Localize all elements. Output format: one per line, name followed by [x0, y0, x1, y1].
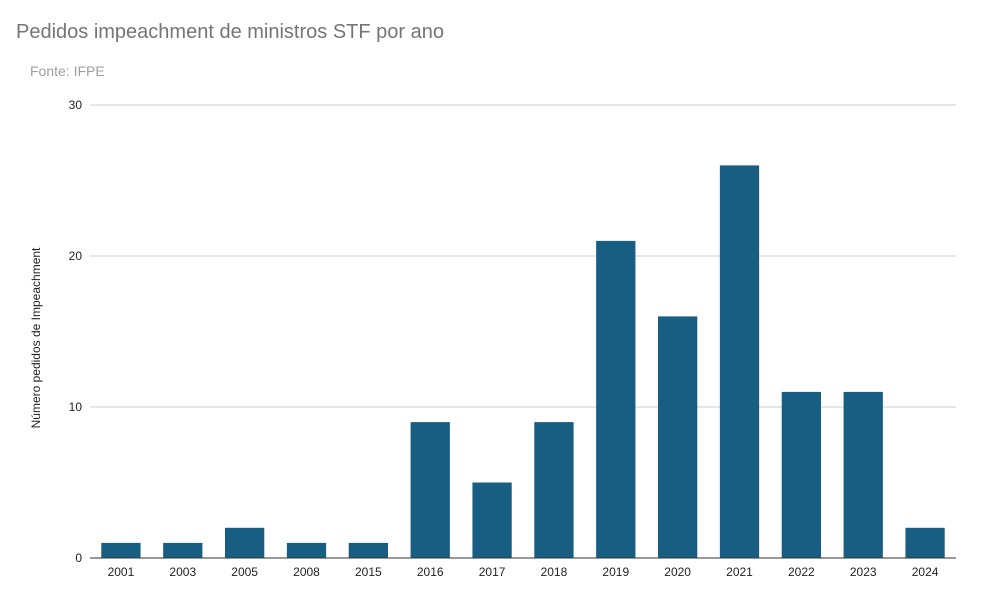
x-tick-label: 2021	[726, 565, 753, 579]
x-tick-label: 2001	[108, 565, 135, 579]
bar-2016	[410, 422, 450, 558]
bar-2022	[781, 391, 821, 558]
x-tick-label: 2005	[231, 565, 258, 579]
gridlines	[90, 104, 956, 408]
bar-2001	[101, 542, 141, 558]
y-tick-label: 10	[69, 400, 83, 414]
bar-2005	[225, 527, 265, 558]
y-tick-label: 0	[75, 551, 82, 565]
bars	[101, 165, 945, 558]
x-tick-label: 2018	[541, 565, 568, 579]
bar-2020	[658, 316, 698, 558]
x-tick-label: 2020	[664, 565, 691, 579]
bar-2018	[534, 422, 574, 558]
bar-2003	[163, 542, 203, 558]
x-tick-label: 2017	[479, 565, 506, 579]
x-tick-labels: 2001 2003 2005 2008 2015 2016 2017 2018 2019 2020…	[108, 565, 939, 579]
x-tick-label: 2022	[788, 565, 815, 579]
y-tick-label: 30	[69, 98, 83, 112]
bar-2023	[843, 391, 883, 558]
x-tick-label: 2016	[417, 565, 444, 579]
bar-2019	[596, 240, 636, 558]
y-tick-labels: 0 10 20 30	[69, 98, 83, 565]
y-axis-title: Número pedidos de Impeachment	[29, 247, 43, 428]
bar-2024	[905, 527, 945, 558]
x-tick-label: 2015	[355, 565, 382, 579]
x-tick-label: 2024	[912, 565, 939, 579]
chart-subtitle: Fonte: IFPE	[30, 63, 105, 79]
x-tick-label: 2023	[850, 565, 877, 579]
x-tick-label: 2019	[602, 565, 629, 579]
bar-2015	[348, 542, 388, 558]
y-tick-label: 20	[69, 249, 83, 263]
bar-2017	[472, 482, 512, 558]
chart-title: Pedidos impeachment de ministros STF por…	[16, 21, 444, 43]
x-tick-label: 2003	[169, 565, 196, 579]
bar-2021	[719, 165, 760, 558]
bar-2008	[286, 542, 327, 558]
x-tick-label: 2008	[293, 565, 320, 579]
